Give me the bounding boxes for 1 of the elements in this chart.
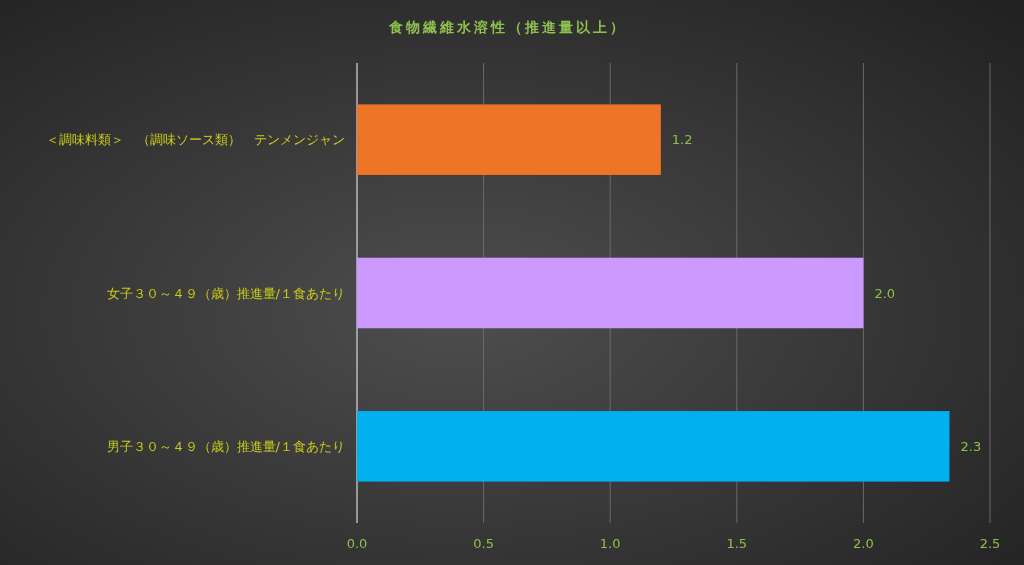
title: 食物繊維水溶性（推進量以上）	[389, 19, 627, 35]
